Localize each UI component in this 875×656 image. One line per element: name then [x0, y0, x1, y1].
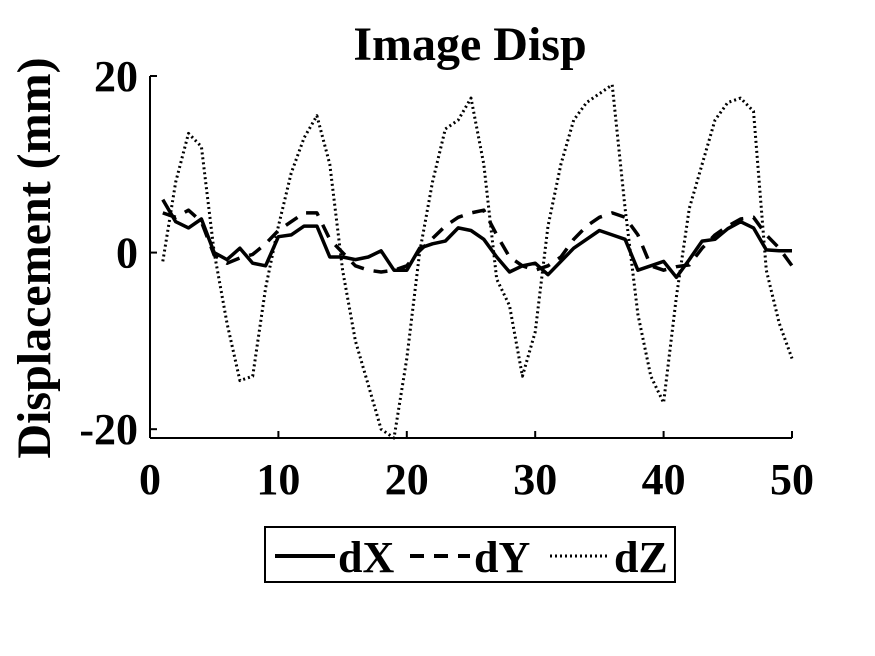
series-lines — [161, 83, 794, 440]
legend: dX dY dZ — [264, 526, 676, 583]
x-axis: 0 10 20 30 40 50 — [139, 431, 814, 504]
legend-label-dy: dY — [474, 533, 530, 582]
series-line-dx — [161, 198, 792, 280]
plot-area — [149, 76, 792, 439]
x-tick-label: 30 — [513, 455, 557, 504]
x-tick-label: 50 — [770, 455, 814, 504]
x-tick-label: 0 — [139, 455, 161, 504]
series-line-dz — [161, 83, 794, 440]
x-tick-label: 40 — [642, 455, 686, 504]
y-tick-label: 20 — [94, 52, 138, 101]
legend-label-dz: dZ — [614, 533, 668, 582]
y-tick-label: -20 — [79, 405, 138, 454]
x-tick-label: 10 — [256, 455, 300, 504]
chart-title: Image Disp — [353, 18, 586, 71]
legend-label-dx: dX — [338, 533, 394, 582]
y-axis-label: Displacement (mm) — [8, 57, 61, 458]
x-tick-label: 20 — [385, 455, 429, 504]
y-axis: -20 0 20 — [79, 52, 157, 454]
series-line-dy — [162, 208, 794, 274]
y-tick-label: 0 — [116, 229, 138, 278]
